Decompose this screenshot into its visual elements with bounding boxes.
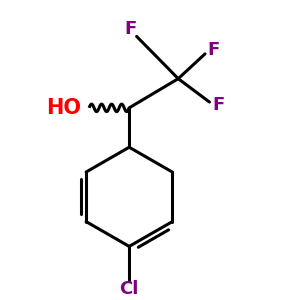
Text: F: F bbox=[124, 20, 137, 38]
Text: F: F bbox=[212, 96, 224, 114]
Text: HO: HO bbox=[46, 98, 81, 118]
Text: Cl: Cl bbox=[119, 280, 139, 298]
Text: F: F bbox=[208, 40, 220, 58]
